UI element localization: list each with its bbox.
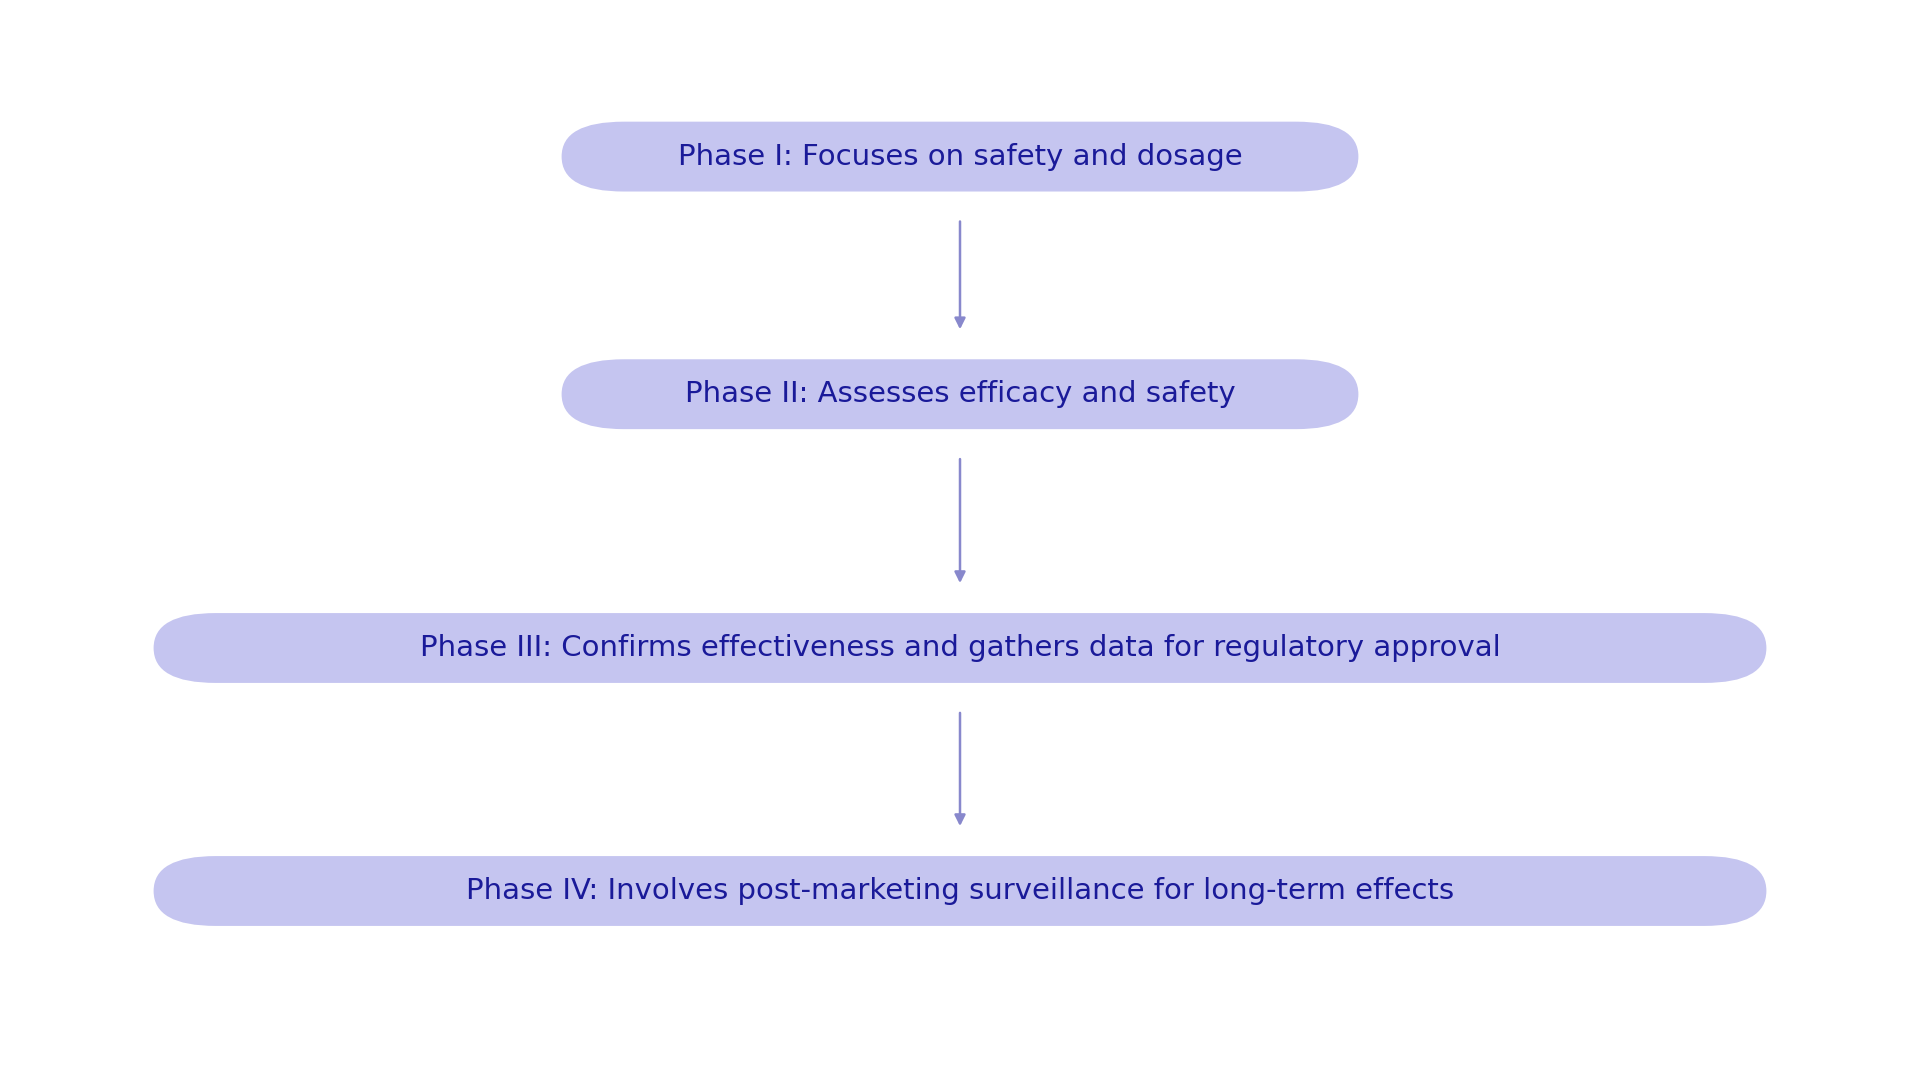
Text: Phase IV: Involves post-marketing surveillance for long-term effects: Phase IV: Involves post-marketing survei… bbox=[467, 877, 1453, 905]
FancyBboxPatch shape bbox=[561, 122, 1359, 191]
FancyBboxPatch shape bbox=[154, 856, 1766, 926]
FancyBboxPatch shape bbox=[154, 613, 1766, 683]
Text: Phase II: Assesses efficacy and safety: Phase II: Assesses efficacy and safety bbox=[685, 380, 1235, 408]
FancyBboxPatch shape bbox=[561, 360, 1359, 429]
Text: Phase I: Focuses on safety and dosage: Phase I: Focuses on safety and dosage bbox=[678, 143, 1242, 171]
Text: Phase III: Confirms effectiveness and gathers data for regulatory approval: Phase III: Confirms effectiveness and ga… bbox=[420, 634, 1500, 662]
